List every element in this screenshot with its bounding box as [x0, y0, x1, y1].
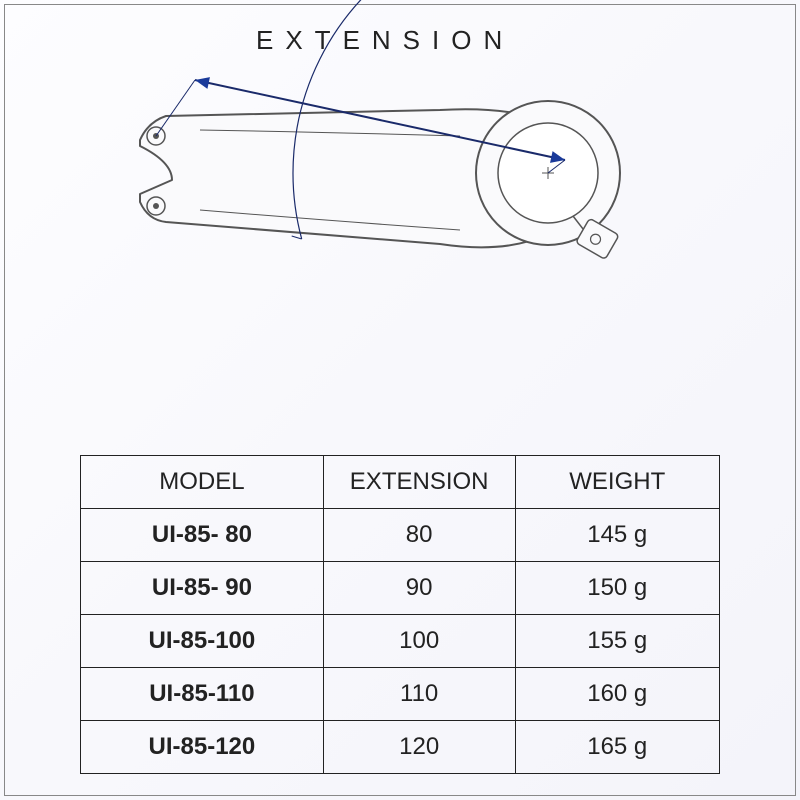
cell-extension: 120 [323, 721, 515, 774]
table-row: UI-85-100100155 g [81, 615, 720, 668]
col-header: WEIGHT [515, 456, 720, 509]
cell-extension: 80 [323, 509, 515, 562]
cell-model: UI-85- 90 [81, 562, 324, 615]
cell-weight: 150 g [515, 562, 720, 615]
table-body: UI-85- 8080145 gUI-85- 9090150 gUI-85-10… [81, 509, 720, 774]
stem-svg [0, 0, 800, 440]
extension-label: EXTENSION [256, 25, 514, 56]
cell-weight: 160 g [515, 668, 720, 721]
col-header: MODEL [81, 456, 324, 509]
stem-outline [140, 101, 620, 259]
cell-model: UI-85- 80 [81, 509, 324, 562]
col-header: EXTENSION [323, 456, 515, 509]
cell-model: UI-85-110 [81, 668, 324, 721]
cell-model: UI-85-100 [81, 615, 324, 668]
table-row: UI-85- 9090150 g [81, 562, 720, 615]
cell-extension: 100 [323, 615, 515, 668]
cell-weight: 145 g [515, 509, 720, 562]
spec-table: MODELEXTENSIONWEIGHT UI-85- 8080145 gUI-… [80, 455, 720, 774]
table-row: UI-85-110110160 g [81, 668, 720, 721]
table-row: UI-85-120120165 g [81, 721, 720, 774]
cell-weight: 155 g [515, 615, 720, 668]
cell-model: UI-85-120 [81, 721, 324, 774]
table-header-row: MODELEXTENSIONWEIGHT [81, 456, 720, 509]
cell-weight: 165 g [515, 721, 720, 774]
cell-extension: 90 [323, 562, 515, 615]
table-row: UI-85- 8080145 g [81, 509, 720, 562]
cell-extension: 110 [323, 668, 515, 721]
stem-diagram: EXTENSION [0, 0, 800, 440]
spec-table-container: MODELEXTENSIONWEIGHT UI-85- 8080145 gUI-… [80, 455, 720, 774]
